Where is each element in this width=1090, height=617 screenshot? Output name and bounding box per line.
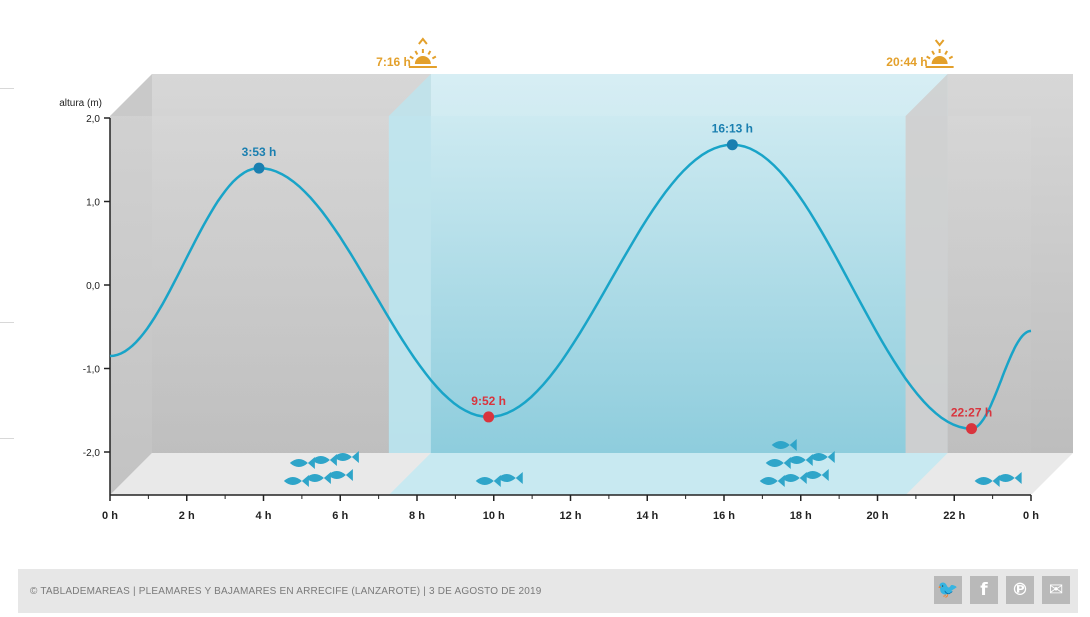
fish-icon: [974, 475, 1000, 487]
page-edge-mark: [0, 88, 14, 89]
sun-body: [414, 56, 431, 64]
twitter-icon[interactable]: 🐦: [934, 576, 962, 604]
tide-curve-layer: [109, 139, 1032, 435]
low-tide-point: [483, 411, 495, 423]
sun-ray: [931, 50, 935, 55]
axes: altura (m) 2,0 1,0 0,0 -1,0 -2,0 0 h 2 h 4 h 6 h 8…: [59, 98, 1039, 522]
x-tick-label: 8 h: [409, 510, 425, 522]
fish-icon: [765, 457, 791, 469]
fish-icon: [289, 457, 315, 469]
high-tide-point: [253, 162, 265, 174]
day-floor: [388, 453, 948, 495]
fish-icon: [497, 472, 523, 484]
high-tide-label: 16:13 h: [712, 122, 753, 136]
x-tick-label: 0 h: [1023, 510, 1039, 522]
x-tick-label: 22 h: [943, 510, 965, 522]
day-front-panel: [388, 116, 906, 495]
sun-ray: [431, 55, 437, 60]
x-tick-label: 0 h: [102, 510, 118, 522]
y-tick-label: -1,0: [83, 365, 101, 376]
sun-ray: [944, 50, 948, 55]
footer-bar: © TABLADEMAREAS | PLEAMARES Y BAJAMARES …: [18, 569, 1078, 613]
x-tick-label: 4 h: [256, 510, 272, 522]
x-tick-label: 16 h: [713, 510, 735, 522]
arrow-up-icon: [418, 37, 428, 45]
page-edge-mark: [0, 322, 14, 323]
fish-icon: [333, 451, 359, 463]
sunrise-label: 7:16 h: [376, 55, 411, 69]
high-tide-point: [726, 139, 738, 151]
sunset-label: 20:44 h: [886, 55, 927, 69]
fish-icon: [475, 475, 501, 487]
x-tick-label: 12 h: [559, 510, 581, 522]
low-tide-label: 9:52 h: [471, 394, 506, 408]
email-icon[interactable]: ✉: [1042, 576, 1070, 604]
y-tick-label: -2,0: [83, 448, 101, 459]
night-front-morning: [110, 116, 389, 495]
fish-icon: [787, 454, 813, 466]
sun-ray: [409, 55, 414, 60]
sun-ray: [926, 55, 931, 60]
x-tick-label: 6 h: [332, 510, 348, 522]
sun-ray: [414, 50, 419, 55]
facebook-icon[interactable]: f: [970, 576, 998, 604]
sunset-icon: [925, 39, 954, 68]
high-tide-label: 3:53 h: [242, 145, 277, 159]
fish-icon: [305, 472, 331, 484]
x-tick-label: 14 h: [636, 510, 658, 522]
y-tick-label: 2,0: [86, 114, 100, 125]
x-tick-label: 20 h: [866, 510, 888, 522]
footer-caption: © TABLADEMAREAS | PLEAMARES Y BAJAMARES …: [30, 585, 542, 597]
fish-icon: [996, 472, 1022, 484]
fish-icon: [771, 439, 797, 451]
y-tick-label: 0,0: [86, 281, 100, 292]
tide-chart: altura (m) 2,0 1,0 0,0 -1,0 -2,0 0 h 2 h 4 h 6 h 8…: [59, 37, 1073, 522]
low-tide-label: 22:27 h: [951, 406, 992, 420]
arrow-down-icon: [934, 39, 945, 47]
page-edge-mark: [0, 438, 14, 439]
low-tide-point: [966, 423, 978, 435]
x-tick-label: 2 h: [179, 510, 195, 522]
fish-activity: [283, 439, 1022, 487]
sunrise-wall: [388, 74, 431, 495]
sunset-wall: [905, 74, 948, 495]
sun-ray: [427, 50, 432, 55]
labels: 3:53 h 9:52 h 16:13 h 22:27 h 7:16 h 20:44 h: [242, 37, 992, 420]
fish-icon: [311, 454, 337, 466]
pinterest-icon[interactable]: ℗: [1006, 576, 1034, 604]
fish-icon: [759, 475, 785, 487]
fish-icon: [327, 469, 353, 481]
social-buttons: 🐦 f ℗ ✉: [934, 576, 1070, 604]
fish-icon: [283, 475, 309, 487]
sun-body: [931, 56, 948, 64]
y-axis-label: altura (m): [59, 98, 102, 109]
background-panels: [110, 74, 1073, 495]
sun-ray: [948, 55, 954, 60]
y-tick-label: 1,0: [86, 198, 100, 209]
tide-series-line: [109, 143, 1032, 430]
fish-icon: [781, 472, 807, 484]
fish-icon: [803, 469, 829, 481]
x-tick-label: 18 h: [790, 510, 812, 522]
x-tick-label: 10 h: [483, 510, 505, 522]
sunrise-icon: [408, 37, 437, 68]
fish-icon: [809, 451, 835, 463]
